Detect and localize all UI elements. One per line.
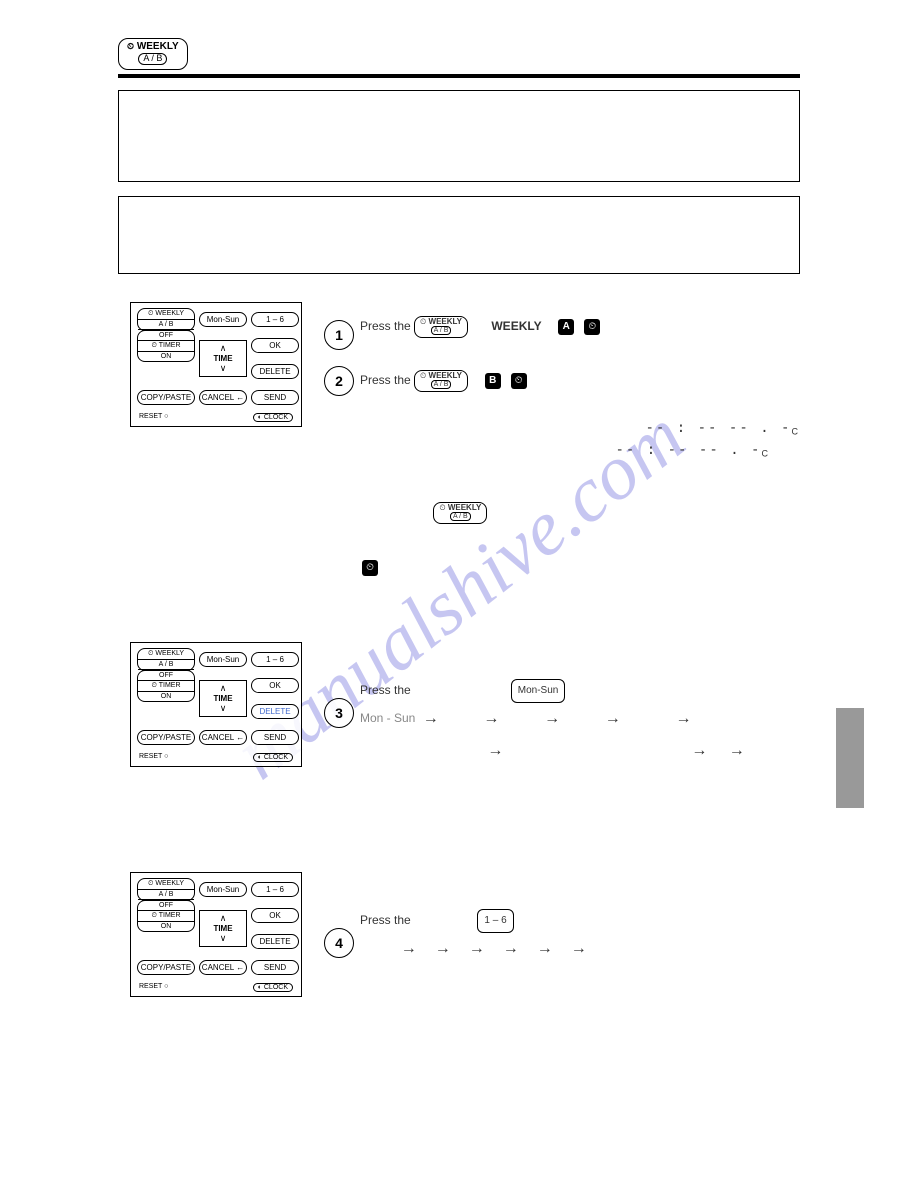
info-box-1 [118, 90, 800, 182]
weekly-key-icon: ⏲ WEEKLYA / B [414, 316, 468, 338]
step-circle-1: 1 [324, 320, 354, 350]
remote-cancel-btn: CANCEL ← [199, 390, 247, 405]
badge-clock-1: ⏲ [584, 319, 600, 335]
page-content: ⏲ WEEKLY A / B ⏲ WEEKLY A / B Mon-Sun 1 … [0, 0, 918, 1052]
badge-a: A [558, 319, 574, 335]
badge-clock-2: ⏲ [511, 373, 527, 389]
remote-send-btn: SEND [251, 390, 299, 405]
step4-text: Press the 1 – 6 → → → → → → [360, 908, 818, 965]
seg-display-1: -- : -- -- . -C [360, 420, 798, 437]
info-box-2 [118, 196, 800, 274]
badge-b: B [485, 373, 501, 389]
remote-time-btn: ∧ TIME ∨ [199, 340, 247, 377]
remote-onesix-btn: 1 – 6 [251, 312, 299, 327]
step2-text: Press the ⏲ WEEKLYA / B B ⏲ [360, 370, 818, 392]
seg-display-2: -- : -- -- . -C [360, 442, 768, 459]
remote-timer-btn: OFF ⏲ TIMER ON [137, 330, 195, 362]
header-rule [118, 74, 800, 78]
weekly-word: WEEKLY [491, 319, 541, 333]
monsun-key-cap: Mon-Sun [511, 679, 566, 703]
row-3: ⏲ WEEKLYA / B Mon-Sun 1 – 6 OFF⏲ TIMERON… [0, 872, 918, 1052]
remote-weekly-btn: ⏲ WEEKLY A / B [137, 308, 195, 331]
remote-ok-btn: OK [251, 338, 299, 353]
remote-monsun-btn: Mon-Sun [199, 312, 247, 327]
onesix-key-cap: 1 – 6 [477, 909, 513, 933]
weekly-key-icon-3: ⏲ WEEKLYA / B [433, 502, 487, 524]
weekly-ab: A / B [138, 53, 167, 65]
weekly-label: WEEKLY [137, 41, 179, 52]
step1-text: Press the ⏲ WEEKLYA / B WEEKLY A ⏲ [360, 316, 818, 338]
weekly-header-badge: ⏲ WEEKLY A / B [118, 38, 188, 70]
step3-text: Press the Mon-Sun Mon - Sun → → → → → [360, 678, 818, 767]
note-line: ⏲ WEEKLYA / B [360, 502, 818, 524]
remote-diagram-1: ⏲ WEEKLY A / B Mon-Sun 1 – 6 OFF ⏲ TIMER… [130, 302, 302, 427]
row-1: ⏲ WEEKLY A / B Mon-Sun 1 – 6 OFF ⏲ TIMER… [0, 302, 918, 542]
weekly-key-icon-2: ⏲ WEEKLYA / B [414, 370, 468, 392]
note-clock: ⏲ [362, 560, 818, 576]
remote-delete-btn: DELETE [251, 364, 299, 379]
step-circle-4: 4 [324, 928, 354, 958]
remote-diagram-3: ⏲ WEEKLYA / B Mon-Sun 1 – 6 OFF⏲ TIMERON… [130, 872, 302, 997]
remote-diagram-2: ⏲ WEEKLYA / B Mon-Sun 1 – 6 OFF⏲ TIMERON… [130, 642, 302, 767]
row-2: ⏲ WEEKLYA / B Mon-Sun 1 – 6 OFF⏲ TIMERON… [0, 642, 918, 842]
remote-copy-btn: COPY/PASTE [137, 390, 195, 405]
badge-clock-3: ⏲ [362, 560, 378, 576]
step-circle-3: 3 [324, 698, 354, 728]
step-circle-2: 2 [324, 366, 354, 396]
